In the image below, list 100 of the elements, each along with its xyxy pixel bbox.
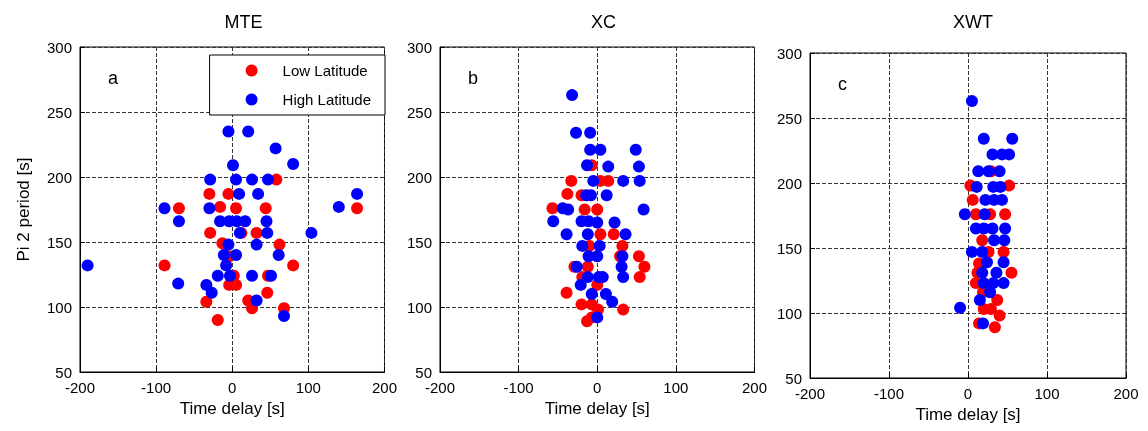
point xyxy=(227,159,239,172)
point xyxy=(587,174,600,187)
point xyxy=(200,295,213,308)
point xyxy=(617,271,630,284)
legend-label: Low Latitude xyxy=(282,62,368,79)
point xyxy=(581,159,594,172)
y-tick-label: 100 xyxy=(46,298,72,316)
point xyxy=(998,234,1011,247)
point xyxy=(158,259,171,272)
annotation: a xyxy=(108,68,119,88)
point xyxy=(246,173,259,186)
point xyxy=(576,239,589,252)
point xyxy=(252,187,265,200)
point xyxy=(272,249,285,261)
y-axis-title: Pi 2 period [s] xyxy=(14,157,33,262)
y-tick-label: 200 xyxy=(406,168,432,186)
point xyxy=(973,294,986,306)
point xyxy=(203,187,216,200)
point xyxy=(259,202,272,215)
point xyxy=(223,269,236,282)
point xyxy=(158,202,171,215)
point xyxy=(172,215,185,228)
point xyxy=(250,294,263,307)
point xyxy=(547,215,560,228)
x-tick-label: -200 xyxy=(794,385,826,402)
chart-title: MTE xyxy=(224,12,263,32)
y-tick-label: 150 xyxy=(406,233,432,251)
point xyxy=(591,311,604,324)
x-axis-title: Time delay [s] xyxy=(544,399,650,418)
point xyxy=(637,203,650,216)
point xyxy=(561,187,574,200)
point xyxy=(205,286,218,299)
x-tick-label: 0 xyxy=(593,379,602,396)
point xyxy=(203,202,216,215)
point xyxy=(217,249,230,261)
point xyxy=(984,286,997,299)
point xyxy=(560,228,573,241)
x-tick-label: 100 xyxy=(1034,385,1060,402)
point xyxy=(600,189,613,202)
point xyxy=(988,321,1001,334)
point xyxy=(222,187,235,200)
point xyxy=(566,89,579,102)
x-tick-label: -100 xyxy=(141,379,172,396)
point xyxy=(269,142,282,155)
point xyxy=(230,173,243,186)
point xyxy=(999,222,1012,235)
point xyxy=(278,310,291,323)
point xyxy=(584,143,597,156)
point xyxy=(616,239,629,252)
point xyxy=(965,245,978,258)
point xyxy=(578,203,591,216)
point xyxy=(602,160,615,173)
point xyxy=(958,208,971,221)
point xyxy=(976,266,989,279)
point xyxy=(999,208,1012,221)
point xyxy=(594,143,607,156)
point xyxy=(305,226,318,239)
point xyxy=(250,238,263,251)
point xyxy=(619,228,632,241)
point xyxy=(230,249,243,261)
point xyxy=(638,260,651,273)
point xyxy=(204,173,217,186)
annotation: b xyxy=(468,68,479,88)
point xyxy=(632,250,645,263)
point xyxy=(570,126,583,139)
point xyxy=(211,269,224,282)
point xyxy=(287,259,300,272)
point xyxy=(991,294,1004,306)
x-tick-label: 100 xyxy=(295,379,321,396)
point xyxy=(211,314,224,326)
y-tick-label: 200 xyxy=(776,174,802,192)
point xyxy=(993,165,1006,178)
point xyxy=(978,208,991,221)
point xyxy=(261,226,274,239)
point xyxy=(976,234,989,247)
point xyxy=(633,271,646,284)
y-tick-label: 100 xyxy=(776,304,802,322)
point xyxy=(332,200,345,213)
point xyxy=(81,259,94,272)
x-tick-label: -100 xyxy=(503,379,534,396)
y-tick-label: 250 xyxy=(776,109,802,127)
point xyxy=(584,126,597,139)
x-tick-label: 200 xyxy=(741,379,767,396)
point xyxy=(574,278,587,291)
point xyxy=(606,295,619,308)
x-tick-label: 0 xyxy=(963,385,973,402)
point xyxy=(965,95,978,108)
y-tick-label: 300 xyxy=(46,38,72,56)
point xyxy=(591,216,604,229)
point xyxy=(980,256,993,269)
x-tick-label: -100 xyxy=(873,385,905,402)
point xyxy=(591,250,604,263)
y-tick-label: 150 xyxy=(46,233,72,251)
point xyxy=(599,288,612,300)
point xyxy=(988,234,1001,247)
point xyxy=(260,215,273,228)
point xyxy=(591,203,604,216)
point xyxy=(594,228,607,241)
point xyxy=(250,226,263,239)
y-tick-label: 150 xyxy=(776,239,802,257)
